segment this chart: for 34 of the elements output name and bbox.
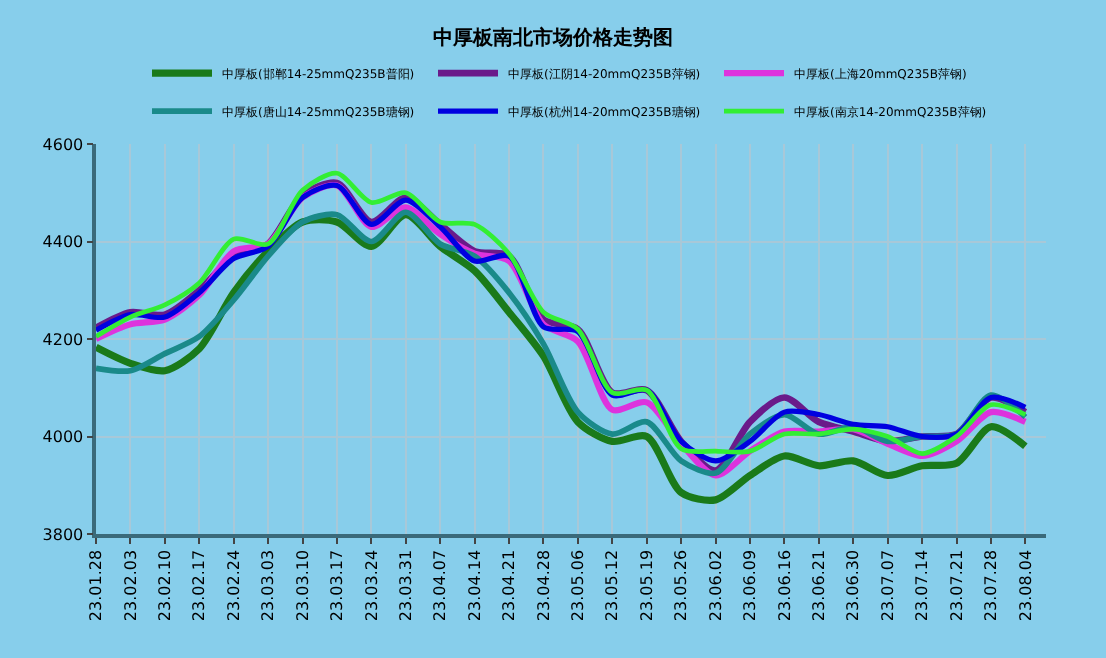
y-tick-label: 4000: [42, 428, 84, 447]
x-tick-label: 23.05.12: [603, 549, 622, 622]
x-tick-label: 23.04.28: [534, 549, 553, 622]
x-tick-label: 23.03.10: [293, 549, 312, 622]
y-tick-label: 4600: [42, 135, 84, 154]
x-tick-label: 23.03.17: [328, 549, 347, 622]
x-tick-label: 23.07.14: [913, 549, 932, 622]
x-tick-label: 23.02.17: [190, 549, 209, 622]
x-tick-label: 23.07.07: [878, 549, 897, 622]
x-tick-label: 23.07.28: [982, 549, 1001, 622]
x-tick-label: 23.05.26: [672, 549, 691, 622]
x-tick-label: 23.03.24: [362, 549, 381, 622]
x-tick-label: 23.06.30: [844, 549, 863, 622]
y-tick-label: 4200: [42, 330, 84, 349]
x-tick-label: 23.08.04: [1016, 549, 1035, 622]
x-tick-label: 23.06.21: [810, 549, 829, 622]
x-tick-label: 23.04.07: [431, 549, 450, 622]
x-tick-label: 23.05.06: [569, 549, 588, 622]
chart-title: 中厚板南北市场价格走势图: [433, 25, 673, 50]
x-tick-label: 23.05.19: [637, 549, 656, 622]
x-tick-label: 23.07.21: [947, 549, 966, 622]
y-tick-label: 3800: [42, 525, 84, 544]
x-tick-label: 23.06.02: [706, 549, 725, 622]
x-tick-label: 23.04.21: [500, 549, 519, 622]
x-tick-label: 23.02.10: [156, 549, 175, 622]
x-tick-label: 23.01.28: [87, 549, 106, 622]
x-tick-label: 23.06.09: [741, 549, 760, 622]
y-tick-label: 4400: [42, 233, 84, 252]
x-tick-label: 23.02.24: [224, 549, 243, 622]
x-tick-label: 23.03.03: [259, 549, 278, 622]
x-tick-label: 23.06.16: [775, 549, 794, 622]
x-tick-label: 23.03.31: [396, 549, 415, 622]
x-tick-label: 23.02.03: [121, 549, 140, 622]
x-tick-label: 23.04.14: [465, 549, 484, 622]
